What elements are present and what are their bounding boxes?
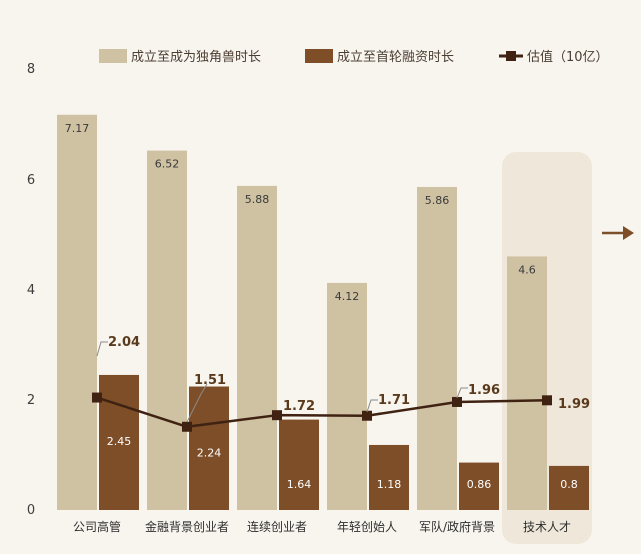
valuation-label: 1.51: [194, 373, 226, 388]
legend-label-line: 估值（10亿）: [527, 49, 609, 65]
bar-unicorn-time: [507, 256, 547, 510]
bar-first-funding-time: [279, 419, 319, 510]
arrow-right-icon: [602, 226, 634, 240]
bar-label-first-funding-time: 1.18: [377, 478, 402, 491]
bar-first-funding-time: [459, 462, 499, 510]
valuation-label: 1.96: [468, 383, 500, 398]
bar-label-unicorn-time: 5.88: [245, 193, 270, 206]
x-tick-label: 年轻创始人: [337, 520, 397, 534]
x-tick-label: 金融背景创业者: [145, 519, 229, 534]
bar-unicorn-time: [147, 150, 187, 510]
valuation-leader-line: [366, 399, 378, 413]
valuation-leader-line: [186, 383, 208, 423]
bar-unicorn-time: [417, 186, 457, 510]
valuation-label: 1.71: [378, 393, 410, 408]
bar-label-unicorn-time: 4.12: [335, 290, 360, 303]
valuation-marker: [362, 410, 372, 421]
bar-label-unicorn-time: 6.52: [155, 158, 180, 171]
legend-swatch-bar-dark: [305, 49, 333, 63]
valuation-marker: [272, 410, 282, 421]
valuation-line: [96, 396, 548, 429]
bar-unicorn-time: [327, 282, 367, 510]
bar-unicorn-time: [57, 114, 97, 510]
bar-label-unicorn-time: 4.6: [518, 263, 536, 276]
x-tick-label: 技术人才: [523, 520, 571, 534]
y-tick-4: 4: [27, 283, 35, 298]
legend: 成立至成为独角兽时长 成立至首轮融资时长 估值（10亿）: [99, 49, 609, 65]
valuation-label: 1.99: [558, 397, 590, 412]
y-axis: 0 2 4 6 8: [27, 62, 35, 518]
bar-unicorn-time: [237, 185, 277, 511]
valuation-label: 1.72: [283, 399, 315, 414]
bar-label-first-funding-time: 0.86: [467, 478, 492, 491]
x-tick-label: 军队/政府背景: [419, 519, 495, 534]
bar-label-first-funding-time: 2.24: [197, 447, 222, 460]
bar-label-first-funding-time: 0.8: [560, 478, 578, 491]
bar-first-funding-time: [189, 386, 229, 510]
bar-first-funding-time: [549, 465, 589, 510]
valuation-leader-line: [96, 341, 108, 357]
bar-label-unicorn-time: 7.17: [65, 122, 90, 135]
y-tick-8: 8: [27, 62, 35, 77]
y-tick-0: 0: [27, 503, 35, 518]
legend-swatch-bar-light: [99, 49, 127, 63]
bar-first-funding-time: [99, 374, 139, 510]
bar-first-funding-time: [369, 444, 409, 510]
x-tick-label: 连续创业者: [247, 519, 307, 534]
valuation-leader-line: [456, 387, 468, 399]
legend-label-bar-light: 成立至成为独角兽时长: [131, 50, 261, 65]
valuation-marker: [542, 395, 552, 406]
bar-label-first-funding-time: 1.64: [287, 478, 312, 491]
valuation-marker: [92, 392, 102, 403]
legend-label-bar-dark: 成立至首轮融资时长: [337, 50, 454, 65]
valuation-marker: [182, 421, 192, 432]
y-tick-6: 6: [27, 173, 35, 188]
bar-label-unicorn-time: 5.86: [425, 194, 450, 207]
valuation-line-layer: 2.04 1.51 1.72 1.71 1.96 1.99: [92, 335, 590, 432]
x-axis: 公司高管 金融背景创业者 连续创业者 年轻创始人 军队/政府背景 技术人才: [73, 519, 571, 534]
bars: 7.17 2.45 6.52 2.24 5.88 1.64 4.12 1.18 5.86 0.86…: [57, 114, 589, 511]
valuation-label: 2.04: [108, 335, 140, 350]
y-tick-2: 2: [27, 393, 35, 408]
bar-label-first-funding-time: 2.45: [107, 435, 132, 448]
x-tick-label: 公司高管: [73, 519, 121, 534]
legend-line-marker: [506, 51, 516, 61]
valuation-marker: [452, 396, 462, 407]
